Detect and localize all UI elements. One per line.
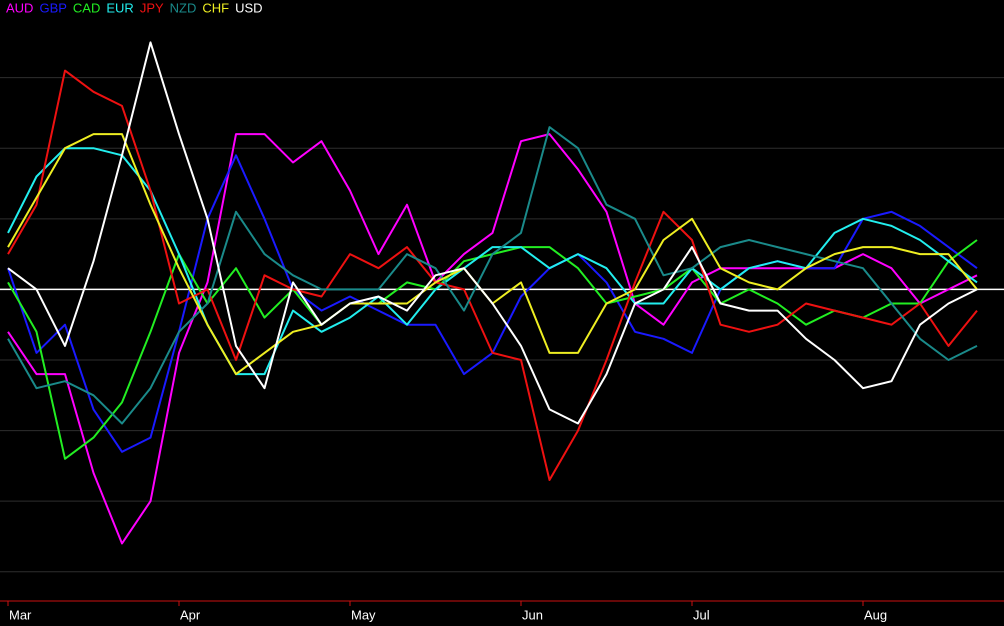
legend-entry: CAD bbox=[73, 0, 100, 15]
plot-lines bbox=[7, 41, 978, 545]
x-tick-label: Aug bbox=[864, 607, 887, 622]
legend-entry: NZD bbox=[170, 0, 197, 15]
legend-entry: JPY bbox=[140, 0, 164, 15]
x-axis: Mar Apr May Jun Jul Aug bbox=[7, 601, 887, 622]
x-tick-label: Jul bbox=[693, 607, 710, 622]
grid bbox=[0, 77, 1004, 573]
legend-entry: EUR bbox=[106, 0, 133, 15]
legend-entry: USD bbox=[235, 0, 262, 15]
x-tick-label: May bbox=[351, 607, 376, 622]
series-line bbox=[7, 69, 978, 481]
legend-entry: AUD bbox=[6, 0, 33, 15]
legend-entry: GBP bbox=[39, 0, 66, 15]
series-line bbox=[7, 126, 978, 425]
legend-entry: CHF bbox=[202, 0, 229, 15]
x-tick-label: Mar bbox=[9, 607, 32, 622]
x-tick-label: Apr bbox=[180, 607, 201, 622]
x-tick-label: Jun bbox=[522, 607, 543, 622]
series-line bbox=[7, 41, 978, 425]
legend: AUD GBP CAD EUR JPY NZD CHF USD bbox=[6, 0, 263, 15]
